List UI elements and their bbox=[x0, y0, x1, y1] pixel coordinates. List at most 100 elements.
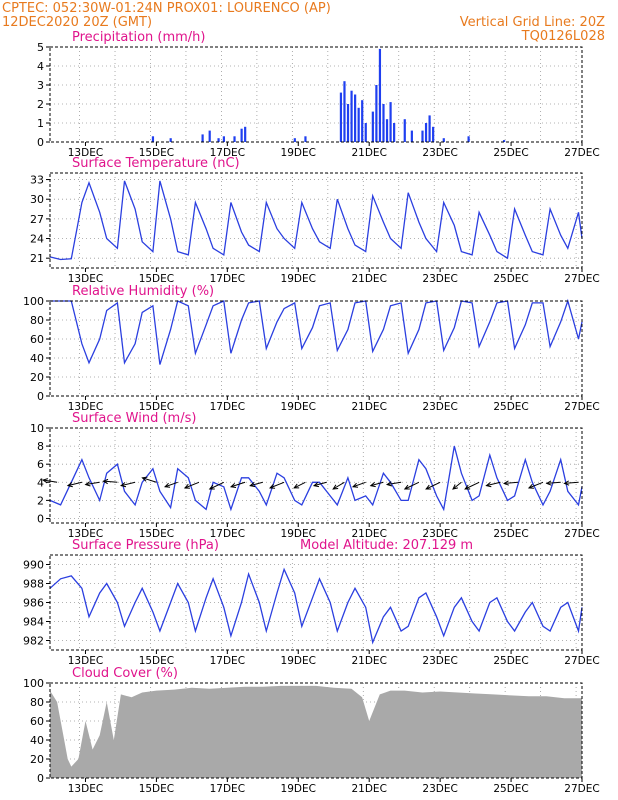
wind-arrow-head bbox=[403, 484, 410, 490]
precip-bar bbox=[428, 115, 431, 142]
x-tick-label: 27DEC bbox=[564, 783, 599, 795]
y-tick-label: 1 bbox=[37, 117, 44, 130]
x-tick-label: 21DEC bbox=[351, 147, 386, 159]
wind-arrow bbox=[387, 481, 402, 486]
wind-arrow bbox=[250, 481, 263, 487]
x-tick-label: 19DEC bbox=[281, 147, 316, 159]
wind-arrow-head bbox=[183, 483, 190, 489]
wind-arrow bbox=[184, 481, 200, 489]
x-tick-label: 15DEC bbox=[139, 528, 174, 540]
x-tick-label: 25DEC bbox=[493, 273, 528, 285]
y-tick-label: 27 bbox=[30, 213, 44, 226]
x-tick-label: 21DEC bbox=[351, 401, 386, 413]
panel-frame bbox=[49, 46, 583, 143]
precip-bar bbox=[343, 81, 346, 142]
wind-arrow-head bbox=[385, 481, 393, 487]
x-tick-label: 17DEC bbox=[210, 147, 245, 159]
x-tick-label: 13DEC bbox=[68, 401, 103, 413]
x-tick-label: 19DEC bbox=[281, 401, 316, 413]
wind-arrow bbox=[293, 481, 306, 489]
x-tick-label: 23DEC bbox=[422, 273, 457, 285]
x-tick-label: 17DEC bbox=[210, 655, 245, 667]
precip-bar bbox=[424, 123, 428, 142]
y-tick-label: 4 bbox=[37, 60, 44, 73]
precip-bar bbox=[169, 138, 172, 142]
x-tick-label: 21DEC bbox=[351, 655, 386, 667]
y-tick-label: 40 bbox=[30, 734, 44, 747]
header-model-id: TQ0126L028 bbox=[521, 29, 605, 44]
precip-bar bbox=[361, 100, 364, 142]
precip-bar bbox=[240, 128, 243, 142]
precip-bar bbox=[350, 90, 353, 142]
panel-frame bbox=[49, 682, 583, 779]
wind-arrow bbox=[85, 481, 100, 486]
y-tick-label: 20 bbox=[30, 753, 44, 766]
precip-bar bbox=[233, 136, 236, 142]
x-tick-label: 19DEC bbox=[281, 528, 316, 540]
precip-bar bbox=[346, 104, 350, 142]
series-line-temperature bbox=[49, 180, 583, 261]
y-tick-label: 5 bbox=[37, 41, 44, 54]
x-tick-label: 15DEC bbox=[139, 147, 174, 159]
y-tick-label: 20 bbox=[30, 371, 44, 384]
y-tick-label: 80 bbox=[30, 314, 44, 327]
precip-bar bbox=[421, 130, 424, 142]
wind-arrow-head bbox=[66, 482, 73, 488]
wind-arrow bbox=[504, 481, 519, 484]
header-date: 12DEC2020 20Z (GMT) bbox=[2, 15, 152, 30]
x-tick-label: 27DEC bbox=[564, 273, 599, 285]
panel-frame bbox=[49, 172, 583, 269]
wind-arrow bbox=[464, 481, 480, 490]
x-tick-label: 13DEC bbox=[68, 655, 103, 667]
wind-arrow bbox=[121, 481, 136, 487]
x-tick-label: 19DEC bbox=[281, 655, 316, 667]
wind-arrow-head bbox=[249, 482, 256, 488]
x-tick-label: 13DEC bbox=[68, 783, 103, 795]
y-tick-label: 0 bbox=[37, 136, 44, 149]
wind-arrow-head bbox=[527, 483, 535, 489]
y-tick-label: 60 bbox=[30, 333, 44, 346]
precip-bar bbox=[217, 138, 220, 142]
panel-cloud: 0 20 40 60 80 100 13DEC 15DEC 17DEC 19DEC 21DEC 23D… bbox=[23, 666, 600, 795]
y-tick-label: 60 bbox=[30, 715, 44, 728]
wind-arrow-head bbox=[269, 483, 276, 489]
x-tick-label: 21DEC bbox=[351, 273, 386, 285]
panel-precip: 0 1 2 3 4 5 13DEC 15DEC 17DEC 19DEC 21DEC 23DEC 25DE… bbox=[37, 30, 600, 159]
wind-arrow-head bbox=[452, 484, 458, 490]
wind-arrow-head bbox=[464, 484, 471, 490]
precip-bar bbox=[208, 130, 211, 142]
panel-pressure: 982 984 986 988 990 13DEC 15DEC 17DEC 19DEC 21DEC… bbox=[23, 538, 600, 667]
wind-arrow-head bbox=[84, 481, 91, 487]
x-tick-label: 19DEC bbox=[281, 783, 316, 795]
y-tick-label: 100 bbox=[23, 295, 44, 308]
wind-arrow bbox=[142, 477, 157, 483]
wind-arrow-head bbox=[293, 483, 300, 489]
x-tick-label: 15DEC bbox=[139, 401, 174, 413]
panel-title: Relative Humidity (%) bbox=[72, 284, 214, 299]
precip-bar bbox=[364, 123, 367, 142]
precip-bar bbox=[403, 119, 406, 142]
x-tick-label: 25DEC bbox=[493, 528, 528, 540]
precip-bar bbox=[339, 92, 343, 142]
x-tick-label: 21DEC bbox=[351, 528, 386, 540]
wind-arrow-head bbox=[332, 484, 339, 490]
y-tick-label: 24 bbox=[30, 233, 44, 246]
y-tick-label: 988 bbox=[23, 578, 44, 591]
x-tick-label: 25DEC bbox=[493, 401, 528, 413]
wind-arrow bbox=[313, 481, 327, 487]
wind-arrow-head bbox=[229, 482, 237, 488]
wind-arrow-head bbox=[545, 480, 552, 486]
series-line-humidity bbox=[50, 298, 583, 365]
wind-arrow bbox=[528, 481, 544, 489]
x-tick-label: 25DEC bbox=[493, 655, 528, 667]
wind-arrow-head bbox=[120, 482, 127, 488]
y-tick-label: 40 bbox=[30, 352, 44, 365]
precip-bar bbox=[393, 123, 396, 142]
y-tick-label: 984 bbox=[23, 616, 44, 629]
precip-bar bbox=[502, 140, 506, 142]
panel-frame bbox=[49, 427, 583, 524]
wind-arrow-head bbox=[369, 482, 376, 488]
y-tick-label: 0 bbox=[37, 390, 44, 403]
y-tick-label: 6 bbox=[37, 458, 44, 471]
